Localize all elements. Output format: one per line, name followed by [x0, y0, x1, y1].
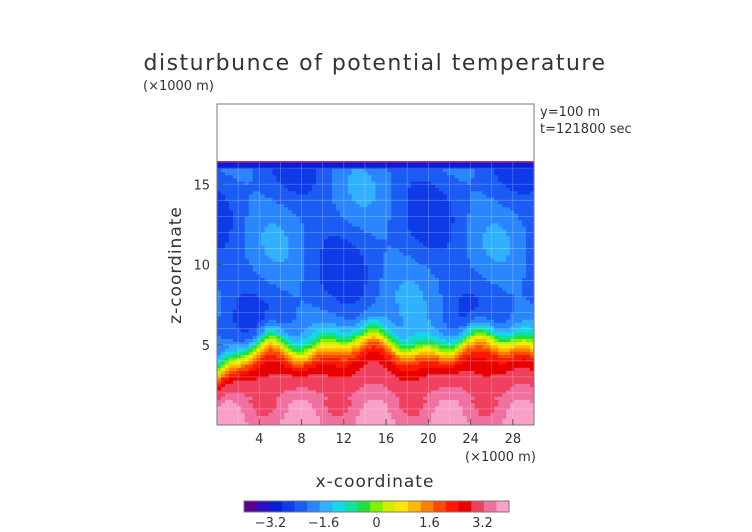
colorbar-swatch	[244, 501, 258, 512]
colorbar-frame	[243, 500, 510, 513]
annotation-t: t=121800 sec	[540, 122, 632, 137]
colorbar-swatch	[281, 501, 295, 512]
x-tick-label: 4	[255, 432, 263, 447]
x-axis-label: x-coordinate	[316, 472, 435, 492]
x-tick-label: 16	[378, 432, 395, 447]
y-axis-ticks: 5 10 15	[193, 178, 223, 354]
colorbar-swatch	[256, 501, 270, 512]
colorbar-swatch	[332, 501, 346, 512]
colorbar-tick-label: −3.2	[255, 516, 287, 531]
y-tick-label: 10	[193, 259, 210, 274]
y-tick-10: 10	[193, 259, 223, 274]
y-tick-label: 5	[202, 339, 210, 354]
y-tick-label: 15	[193, 178, 210, 193]
axis-unit-label-bottom: (×1000 m)	[465, 450, 536, 465]
y-tick-15: 15	[193, 178, 223, 193]
colorbar-swatch	[269, 501, 283, 512]
y-tick-5: 5	[202, 339, 223, 354]
x-tick-label: 12	[336, 432, 353, 447]
x-tick-label: 24	[462, 432, 479, 447]
colorbar-tick-label: 0	[372, 516, 380, 531]
colorbar-tick-label: −1.6	[308, 516, 340, 531]
x-tick-24: 24	[462, 419, 479, 447]
y-axis-label: z-coordinate	[166, 206, 186, 324]
colorbar-swatch	[344, 501, 359, 512]
colorbar-swatch	[433, 501, 447, 512]
colorbar-tick-label: 1.6	[419, 516, 440, 531]
x-axis-ticks: 4 8 12 16 20 24 28	[255, 419, 521, 447]
colorbar	[243, 500, 510, 513]
colorbar-swatch	[319, 501, 333, 512]
x-tick-label: 28	[505, 432, 522, 447]
x-tick-4: 4	[255, 419, 263, 447]
colorbar-swatch	[483, 501, 497, 512]
colorbar-swatch	[395, 501, 409, 512]
grid-lines	[217, 161, 534, 425]
colorbar-swatch	[420, 501, 434, 512]
chart-title: disturbunce of potential temperature	[144, 51, 607, 76]
annotation-y: y=100 m	[540, 105, 600, 120]
colorbar-swatch	[458, 501, 472, 512]
x-tick-label: 20	[420, 432, 437, 447]
colorbar-swatch	[408, 501, 422, 512]
x-tick-8: 8	[297, 419, 306, 447]
x-tick-28: 28	[505, 419, 522, 447]
colorbar-swatch	[370, 501, 384, 512]
colorbar-swatch	[294, 501, 308, 512]
colorbar-ticks: −3.2 −1.6 0 1.6 3.2	[255, 516, 493, 531]
colorbar-swatch	[445, 501, 460, 512]
colorbar-swatch	[382, 501, 396, 512]
colorbar-tick-label: 3.2	[472, 516, 493, 531]
colorbar-swatch	[357, 501, 371, 512]
x-tick-label: 8	[297, 432, 305, 447]
x-tick-20: 20	[420, 419, 437, 447]
x-tick-12: 12	[336, 419, 353, 447]
colorbar-swatch	[307, 501, 321, 512]
colorbar-swatch	[496, 501, 510, 512]
colorbar-swatch	[471, 501, 485, 512]
axis-unit-label-top: (×1000 m)	[143, 79, 214, 94]
x-tick-16: 16	[378, 419, 395, 447]
temperature-field	[217, 161, 534, 425]
